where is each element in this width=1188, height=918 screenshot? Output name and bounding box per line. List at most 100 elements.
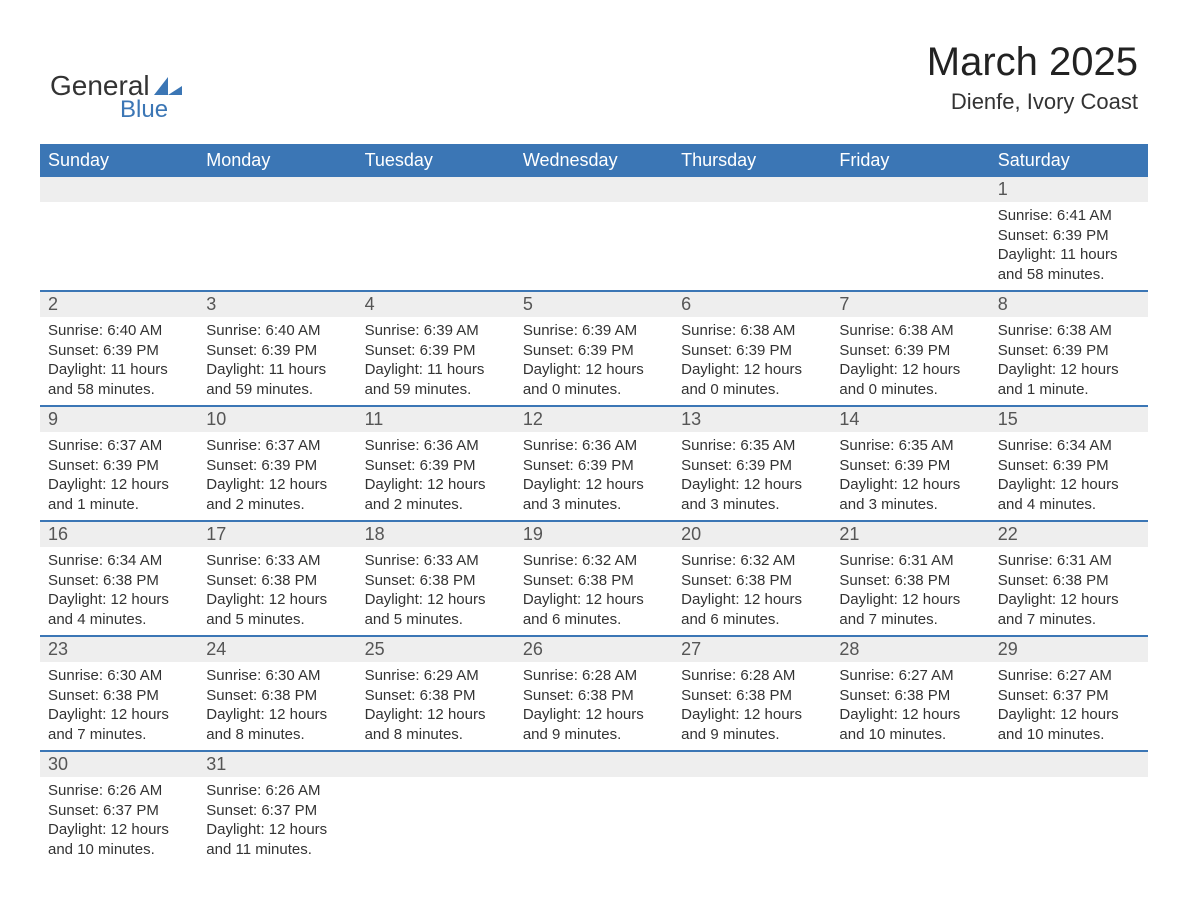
day-sunrise: Sunrise: 6:32 AM xyxy=(523,551,665,571)
day-dl1: Daylight: 11 hours xyxy=(365,360,507,380)
day-dl1: Daylight: 11 hours xyxy=(206,360,348,380)
col-header: Thursday xyxy=(673,144,831,177)
day-number-cell: 25 xyxy=(357,636,515,662)
day-detail-row: Sunrise: 6:30 AMSunset: 6:38 PM Daylight:… xyxy=(40,662,1148,751)
day-detail-cell: Sunrise: 6:33 AMSunset: 6:38 PMDaylight:… xyxy=(198,547,356,636)
day-number-cell: 11 xyxy=(357,406,515,432)
day-number-cell xyxy=(831,177,989,202)
day-detail-cell xyxy=(515,202,673,291)
day-sunrise: Sunrise: 6:31 AM xyxy=(839,551,981,571)
day-number-cell: 16 xyxy=(40,521,198,547)
day-detail-cell xyxy=(673,777,831,865)
day-sunrise: Sunrise: 6:29 AM xyxy=(365,666,507,686)
day-number: 18 xyxy=(365,524,385,544)
day-number: 13 xyxy=(681,409,701,429)
day-detail-cell xyxy=(357,202,515,291)
day-detail-cell xyxy=(831,202,989,291)
day-sunrise: Sunrise: 6:37 AM xyxy=(48,436,190,456)
day-number-cell: 13 xyxy=(673,406,831,432)
day-sunset: Sunset: 6:38 PM xyxy=(998,571,1140,591)
day-number-row: 1 xyxy=(40,177,1148,202)
day-sunrise: Sunrise: 6:30 AM xyxy=(48,666,190,686)
day-dl1: Daylight: 12 hours xyxy=(839,360,981,380)
day-dl1: Daylight: 12 hours xyxy=(523,705,665,725)
day-sunrise: Sunrise: 6:28 AM xyxy=(681,666,823,686)
day-number: 11 xyxy=(365,409,384,429)
day-number-cell: 2 xyxy=(40,291,198,317)
day-number: 19 xyxy=(523,524,543,544)
day-sunrise: Sunrise: 6:34 AM xyxy=(48,551,190,571)
day-number-cell: 5 xyxy=(515,291,673,317)
day-detail-row: Sunrise: 6:37 AMSunset: 6:39 PMDaylight:… xyxy=(40,432,1148,521)
day-detail-cell: Sunrise: 6:36 AMSunset: 6:39 PMDaylight:… xyxy=(515,432,673,521)
day-sunrise: Sunrise: 6:36 AM xyxy=(523,436,665,456)
day-detail-cell: Sunrise: 6:38 AMSunset: 6:39 PMDaylight:… xyxy=(673,317,831,406)
day-dl2: and 2 minutes. xyxy=(206,495,348,515)
day-number-cell: 19 xyxy=(515,521,673,547)
day-dl2: and 8 minutes. xyxy=(365,725,507,745)
day-detail-cell xyxy=(357,777,515,865)
day-dl2: and 10 minutes. xyxy=(839,725,981,745)
day-sunrise: Sunrise: 6:41 AM xyxy=(998,206,1140,226)
day-number-cell: 29 xyxy=(990,636,1148,662)
day-number-cell: 14 xyxy=(831,406,989,432)
location-subtitle: Dienfe, Ivory Coast xyxy=(927,89,1138,115)
day-dl2: and 9 minutes. xyxy=(523,725,665,745)
day-dl1: Daylight: 12 hours xyxy=(998,475,1140,495)
day-detail-cell: Sunrise: 6:35 AMSunset: 6:39 PMDaylight:… xyxy=(831,432,989,521)
day-detail-cell xyxy=(515,777,673,865)
col-header: Tuesday xyxy=(357,144,515,177)
day-sunrise: Sunrise: 6:40 AM xyxy=(48,321,190,341)
day-detail-cell: Sunrise: 6:28 AMSunset: 6:38 PMDaylight:… xyxy=(515,662,673,751)
day-number-cell: 6 xyxy=(673,291,831,317)
day-sunset: Sunset: 6:37 PM xyxy=(48,801,190,821)
day-sunset: Sunset: 6:39 PM xyxy=(681,341,823,361)
day-number-cell: 30 xyxy=(40,751,198,777)
weekday-header-row: Sunday Monday Tuesday Wednesday Thursday… xyxy=(40,144,1148,177)
day-dl1: Daylight: 12 hours xyxy=(681,705,823,725)
day-number-cell: 17 xyxy=(198,521,356,547)
month-title: March 2025 xyxy=(927,40,1138,85)
day-sunset: Sunset: 6:38 PM xyxy=(48,686,190,706)
day-sunset: Sunset: 6:38 PM xyxy=(523,571,665,591)
day-number: 12 xyxy=(523,409,543,429)
day-number: 23 xyxy=(48,639,68,659)
col-header: Monday xyxy=(198,144,356,177)
day-dl2: and 3 minutes. xyxy=(681,495,823,515)
day-number-cell xyxy=(40,177,198,202)
day-sunset: Sunset: 6:39 PM xyxy=(48,341,190,361)
day-dl1: Daylight: 12 hours xyxy=(523,360,665,380)
day-detail-cell: Sunrise: 6:38 AMSunset: 6:39 PMDaylight:… xyxy=(990,317,1148,406)
day-dl1: Daylight: 12 hours xyxy=(839,705,981,725)
day-number: 24 xyxy=(206,639,226,659)
day-number: 8 xyxy=(998,294,1008,314)
day-sunrise: Sunrise: 6:38 AM xyxy=(998,321,1140,341)
day-dl2: and 3 minutes. xyxy=(839,495,981,515)
day-detail-cell: Sunrise: 6:40 AMSunset: 6:39 PMDaylight:… xyxy=(40,317,198,406)
day-dl1: Daylight: 12 hours xyxy=(48,590,190,610)
day-number-cell xyxy=(198,177,356,202)
day-detail-cell xyxy=(198,202,356,291)
day-sunrise: Sunrise: 6:38 AM xyxy=(839,321,981,341)
day-sunrise: Sunrise: 6:34 AM xyxy=(998,436,1140,456)
day-dl2: and 5 minutes. xyxy=(365,610,507,630)
day-dl2: and 7 minutes. xyxy=(998,610,1140,630)
day-dl1: Daylight: 11 hours xyxy=(48,360,190,380)
day-number-cell: 3 xyxy=(198,291,356,317)
day-detail-cell: Sunrise: 6:32 AMSunset: 6:38 PMDaylight:… xyxy=(515,547,673,636)
day-number: 28 xyxy=(839,639,859,659)
day-dl2: and 6 minutes. xyxy=(523,610,665,630)
day-dl1: Daylight: 12 hours xyxy=(681,360,823,380)
day-sunset: Sunset: 6:38 PM xyxy=(206,571,348,591)
day-detail-cell: Sunrise: 6:33 AMSunset: 6:38 PMDaylight:… xyxy=(357,547,515,636)
day-sunrise: Sunrise: 6:35 AM xyxy=(839,436,981,456)
day-dl1: Daylight: 12 hours xyxy=(839,590,981,610)
day-number-cell: 9 xyxy=(40,406,198,432)
day-detail-cell: Sunrise: 6:41 AMSunset: 6:39 PMDaylight:… xyxy=(990,202,1148,291)
day-dl1: Daylight: 12 hours xyxy=(206,705,348,725)
day-number-cell: 23 xyxy=(40,636,198,662)
day-detail-cell: Sunrise: 6:28 AMSunset: 6:38 PMDaylight:… xyxy=(673,662,831,751)
title-block: March 2025 Dienfe, Ivory Coast xyxy=(927,40,1138,115)
day-dl2: and 0 minutes. xyxy=(681,380,823,400)
day-sunrise: Sunrise: 6:27 AM xyxy=(839,666,981,686)
